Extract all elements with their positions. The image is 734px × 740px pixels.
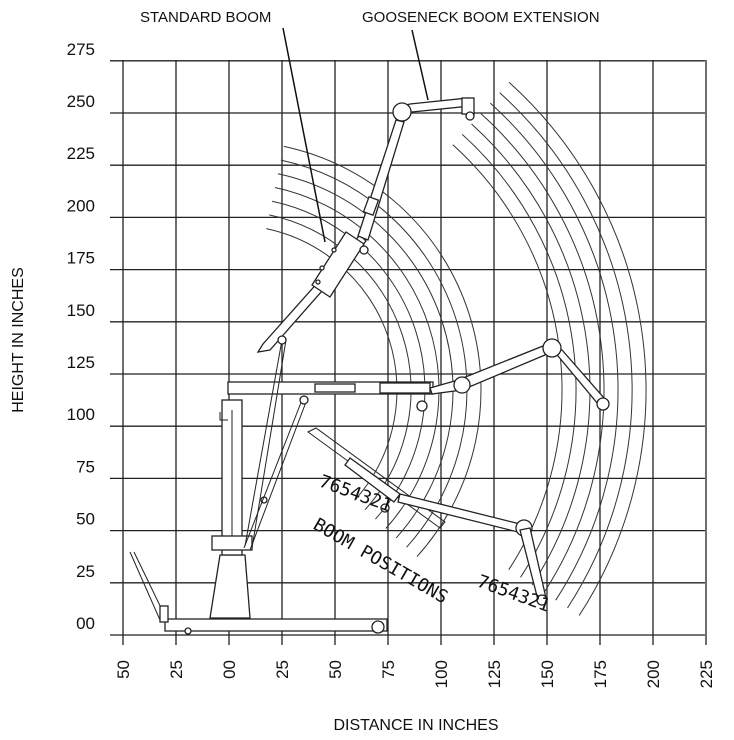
y-tick-labels: 00 25 50 75 100 125 150 175 200 225 250 275 [67, 40, 95, 633]
boom-positions-title: BOOM POSITIONS [310, 514, 452, 608]
reach-arc-standard [271, 200, 426, 520]
y-tick-label: 275 [67, 40, 95, 59]
y-tick-label: 50 [76, 510, 95, 529]
standard-boom-lowered [243, 395, 548, 606]
crane-base [129, 399, 388, 635]
y-tick-label: 125 [67, 353, 95, 372]
y-tick-label: 250 [67, 92, 95, 111]
y-tick-label: 75 [76, 457, 95, 476]
reach-arc-standard [269, 214, 412, 511]
x-tick-label: 125 [485, 660, 504, 688]
reach-arc-standard [280, 159, 468, 548]
y-tick-label: 150 [67, 301, 95, 320]
standard-boom-leader [282, 27, 326, 243]
reach-arc-gooseneck [508, 81, 647, 616]
reach-arc-gooseneck [461, 134, 577, 578]
standard-boom-raised [244, 97, 475, 549]
x-tick-label: 200 [644, 660, 663, 688]
x-tick-label: 175 [591, 660, 610, 688]
x-tick-label: 100 [432, 660, 451, 688]
x-tick-label: 50 [326, 660, 345, 679]
reach-arc-gooseneck [480, 113, 605, 593]
reach-arc-gooseneck [471, 123, 591, 586]
x-axis-title: DISTANCE IN INCHES [333, 717, 498, 734]
x-tick-labels: 50 25 00 25 50 75 100 125 150 175 200 225 [114, 660, 716, 688]
x-tick-label: 150 [538, 660, 557, 688]
horizontal-boom [227, 338, 610, 412]
x-tick-label: 25 [167, 660, 186, 679]
reach-arcs [266, 81, 647, 616]
gooseneck-label: GOOSENECK BOOM EXTENSION [362, 9, 600, 26]
x-tick-label: 00 [220, 660, 239, 679]
x-tick-label: 225 [697, 660, 716, 688]
y-tick-label: 225 [67, 144, 95, 163]
x-tick-label: 25 [273, 660, 292, 679]
reach-arc-gooseneck [489, 102, 619, 601]
standard-boom-label: STANDARD BOOM [140, 9, 271, 26]
reach-arc-standard [274, 187, 440, 529]
reach-arc-standard [266, 228, 398, 501]
reach-arc-standard [283, 145, 482, 557]
x-tick-label: 50 [114, 660, 133, 679]
reach-arc-gooseneck [499, 92, 633, 609]
gooseneck-leader [411, 29, 429, 101]
y-tick-label: 200 [67, 196, 95, 215]
y-tick-label: 25 [76, 562, 95, 581]
reach-arc-standard [277, 173, 454, 539]
y-axis-title: HEIGHT IN INCHES [10, 267, 27, 413]
reach-arc-gooseneck [452, 144, 563, 570]
y-tick-label: 100 [67, 405, 95, 424]
y-tick-label: 175 [67, 249, 95, 268]
y-tick-label: 00 [76, 614, 95, 633]
x-tick-label: 75 [379, 660, 398, 679]
